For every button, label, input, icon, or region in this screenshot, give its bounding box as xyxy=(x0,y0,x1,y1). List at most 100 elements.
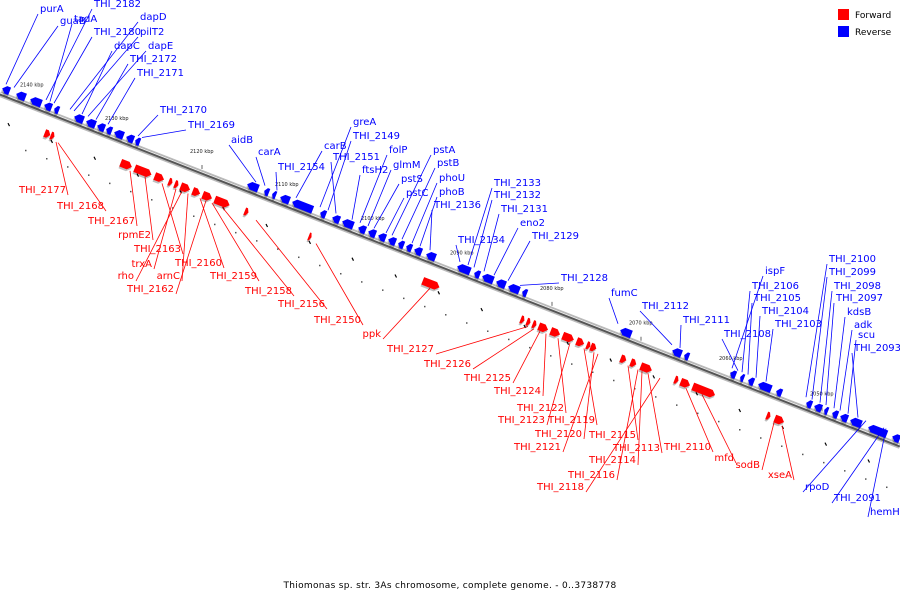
minor-tick-marks xyxy=(7,122,888,489)
leader-line xyxy=(831,427,885,504)
minor-dot xyxy=(424,305,426,308)
leader-line xyxy=(519,282,560,286)
gene-label: ppk xyxy=(363,329,382,340)
leader-line xyxy=(781,425,795,481)
leader-line xyxy=(69,21,139,110)
minor-dot xyxy=(592,371,594,374)
leader-line xyxy=(839,329,853,411)
reverse-gene-arrow xyxy=(125,134,136,146)
gene-label: dapE xyxy=(148,41,173,52)
forward-gene-arrow xyxy=(166,177,173,188)
gene-label: THI_2150 xyxy=(313,315,361,326)
leader-line xyxy=(199,198,225,269)
leader-line xyxy=(144,176,154,241)
leader-line xyxy=(13,25,59,88)
legend-reverse-label: Reverse xyxy=(855,28,892,38)
leader-line xyxy=(419,196,438,247)
gene-label: phoB xyxy=(439,187,465,198)
gene-label: kdsB xyxy=(847,307,871,318)
gene-label: THI_2126 xyxy=(423,359,471,370)
minor-dot xyxy=(760,437,762,439)
gene-label: rpoD xyxy=(805,482,830,493)
leader-line xyxy=(583,352,595,440)
map-caption: Thiomonas sp. str. 3As chromosome, compl… xyxy=(283,581,617,591)
gene-label: THI_2100 xyxy=(828,254,876,265)
gene-label: THI_2156 xyxy=(277,299,325,310)
leader-line xyxy=(507,240,531,281)
gene-label: pstA xyxy=(433,145,455,156)
leader-line xyxy=(805,263,828,398)
leader-line xyxy=(255,156,266,186)
minor-dot xyxy=(256,240,258,242)
forward-gene-arrow xyxy=(190,187,201,198)
reverse-gene-arrow xyxy=(377,233,388,244)
gene-label: trxA xyxy=(131,259,152,270)
minor-dot xyxy=(235,231,237,234)
reverse-gene-arrow xyxy=(823,406,830,417)
leader-line xyxy=(721,338,739,371)
gene-label: THI_2162 xyxy=(126,284,174,295)
minor-dot xyxy=(361,281,363,283)
minor-tick xyxy=(738,408,742,413)
gene-label: hemH xyxy=(870,507,900,518)
reverse-gene-arrow xyxy=(839,413,850,425)
gene-label: THI_2136 xyxy=(433,200,481,211)
gene-label: THI_2171 xyxy=(136,68,184,79)
reverse-gene-arrow xyxy=(319,210,328,221)
reverse-gene-arrow xyxy=(425,251,437,264)
reverse-gene-arrow xyxy=(246,181,260,195)
minor-dot xyxy=(697,412,699,415)
forward-gene-arrow xyxy=(212,195,230,210)
minor-dot xyxy=(823,461,825,464)
leader-line xyxy=(701,394,737,464)
gene-label: sodB xyxy=(735,460,760,471)
reverse-gene-arrow xyxy=(113,129,125,142)
leader-line xyxy=(295,150,323,198)
gene-label: mfd xyxy=(714,453,734,464)
leader-line xyxy=(557,338,567,414)
chromosome-backbone xyxy=(0,91,900,449)
leader-line xyxy=(175,200,207,295)
leader-line xyxy=(181,193,189,282)
reverse-gene-arrow xyxy=(495,279,507,291)
gene-label: THI_2122 xyxy=(516,403,564,414)
reverse-gene-arrow xyxy=(105,126,114,137)
gene-label: THI_2123 xyxy=(497,415,545,426)
leader-line xyxy=(585,377,661,493)
leader-line xyxy=(57,142,107,212)
leader-line xyxy=(755,315,761,378)
leader-line xyxy=(49,23,73,102)
gene-label: aidB xyxy=(231,135,253,146)
minor-dot xyxy=(487,330,489,332)
gene-label: THI_2131 xyxy=(500,204,548,215)
leader-line xyxy=(429,209,433,251)
minor-dot xyxy=(214,223,216,226)
minor-tick xyxy=(351,257,355,261)
leader-line xyxy=(129,170,138,227)
leader-line xyxy=(5,13,39,85)
scale-tick-label: 2060 kbp xyxy=(719,356,743,362)
leader-line xyxy=(385,197,405,234)
gene-label: THI_2160 xyxy=(174,258,222,269)
gene-label: THI_2120 xyxy=(534,429,582,440)
minor-dot xyxy=(25,149,27,152)
gene-label: carB xyxy=(324,141,347,152)
forward-gene-arrow xyxy=(574,337,585,349)
gene-label: rpmE2 xyxy=(118,230,151,241)
gene-label: pstB xyxy=(437,158,459,169)
gene-label: THI_2114 xyxy=(588,455,636,466)
minor-dot xyxy=(739,429,741,431)
leader-line xyxy=(679,324,682,348)
minor-dot xyxy=(886,486,888,489)
scale-tick-label: 2120 kbp xyxy=(190,149,214,155)
leader-line xyxy=(255,219,328,310)
reverse-gene-arrow xyxy=(507,284,521,297)
minor-tick xyxy=(308,240,312,245)
reverse-gene-arrow xyxy=(263,188,271,199)
gene-label: THI_2132 xyxy=(493,190,541,201)
minor-dot xyxy=(382,289,384,291)
minor-dot xyxy=(172,207,174,209)
leader-line xyxy=(608,297,619,324)
reverse-gene-arrow xyxy=(481,273,495,287)
gene-label: THI_2134 xyxy=(457,235,505,246)
